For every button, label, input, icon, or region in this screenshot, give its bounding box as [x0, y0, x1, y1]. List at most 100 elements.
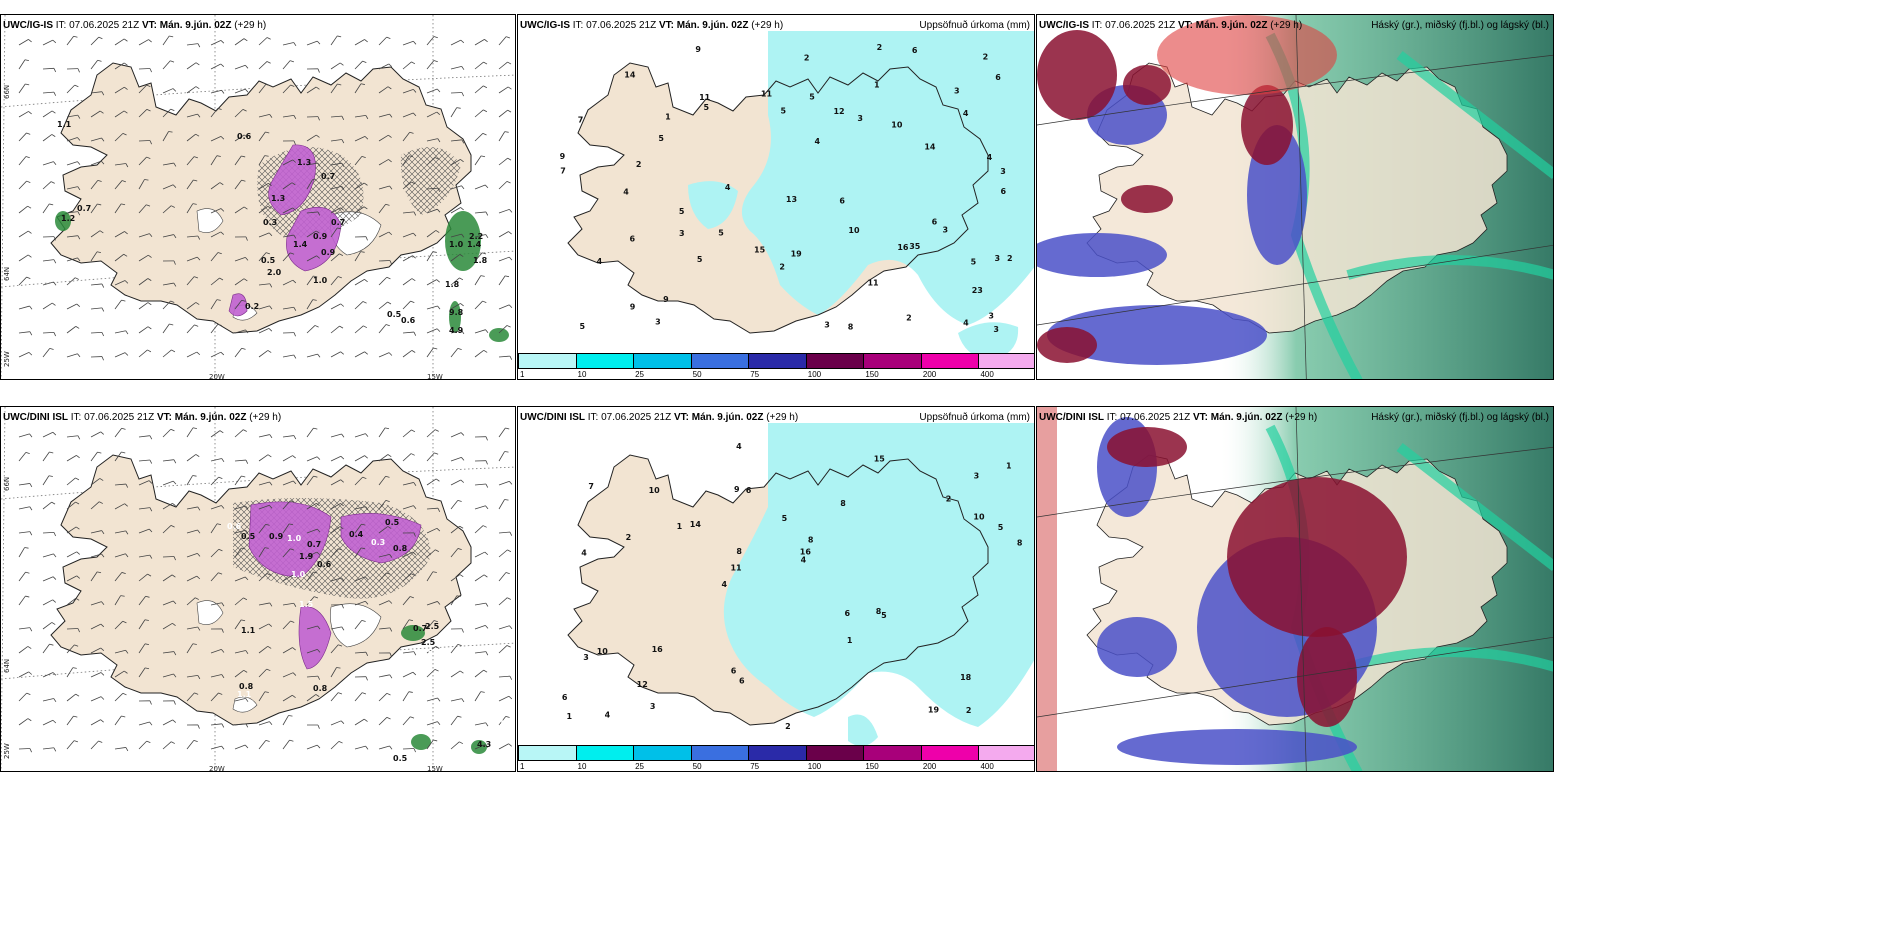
wind-barb	[186, 529, 198, 534]
precip-value: 2	[779, 262, 785, 271]
precip-value: 4	[814, 137, 820, 146]
wind-barb	[234, 723, 246, 726]
wind-barb	[186, 740, 195, 750]
wind-barb	[282, 84, 291, 94]
wind-barb	[330, 325, 340, 334]
wind-barb	[330, 526, 341, 534]
wind-barb	[306, 571, 314, 582]
wind-barb	[498, 597, 508, 606]
wind-barb	[306, 502, 317, 510]
wind-barb	[234, 300, 243, 310]
thunder-value: 2.5	[421, 638, 436, 647]
precip-colorbar: 1 10 25 50 75 100 150 200 400	[518, 745, 1034, 771]
wind-barb	[18, 111, 29, 118]
colorbar-segment	[633, 353, 692, 369]
wind-barb	[426, 452, 435, 462]
wind-barb	[66, 740, 75, 750]
wind-barb	[354, 455, 365, 462]
wind-barb	[18, 180, 27, 190]
wind-barb	[186, 203, 194, 214]
wind-barb	[474, 525, 484, 534]
precip-value: 2	[946, 494, 952, 503]
wind-barb	[210, 523, 218, 534]
wind-barb	[258, 623, 269, 630]
precip-area	[723, 423, 1034, 747]
wind-barb	[66, 575, 77, 582]
wind-barb	[114, 572, 123, 582]
wind-barb	[498, 743, 509, 750]
wind-barb	[426, 328, 438, 334]
precip-value: 4	[801, 556, 807, 565]
wind-barb	[90, 60, 98, 70]
wind-barb	[258, 206, 268, 214]
wind-barb	[330, 503, 341, 510]
init-time: 07.06.2025 21Z	[586, 20, 657, 31]
wind-barb	[402, 132, 411, 142]
model-name: UWC/DINI ISL	[1039, 412, 1104, 423]
wind-barb	[426, 187, 438, 190]
wind-barb	[330, 303, 341, 310]
precip-green	[401, 625, 487, 754]
glacier-langjokull	[196, 600, 224, 625]
wind-barb	[162, 282, 174, 286]
wind-barb	[162, 428, 172, 438]
precip-value: 10	[597, 647, 609, 656]
wind-barb	[426, 601, 438, 606]
panel-field-title: Háský (gr.), miðský (fj.bl.) og lágský (…	[1371, 412, 1549, 423]
wind-barb	[138, 204, 147, 214]
wind-barb	[474, 574, 485, 582]
colorbar-segment	[748, 353, 807, 369]
colorbar-segment	[575, 745, 635, 761]
wind-barb	[234, 179, 242, 190]
wind-barb	[282, 60, 291, 70]
lat-label-66n: 66N	[3, 85, 11, 99]
thunder-value: 4.3	[477, 740, 491, 749]
lat-label-66n: 66N	[3, 477, 11, 491]
thunder-value: 2.2	[469, 232, 483, 241]
wind-barb	[258, 37, 268, 46]
cloud-map	[1037, 407, 1553, 771]
thunder-value: 0.5	[387, 310, 402, 319]
panel-title: UWC/IG-IS IT: 07.06.2025 21Z VT: Mán. 9.…	[1039, 20, 1302, 31]
wind-barb	[162, 556, 175, 558]
lead-time: (+29 h)	[1285, 412, 1318, 423]
wind-barb	[330, 83, 338, 94]
lon-label-25w: 25W	[3, 743, 11, 759]
wind-barb	[426, 697, 438, 702]
wind-barb	[138, 68, 151, 70]
wind-barb	[90, 478, 101, 486]
colorbar-segment	[575, 353, 635, 369]
wind-barb	[402, 61, 412, 70]
wind-barb	[498, 231, 509, 238]
wind-barb	[138, 459, 150, 462]
wind-barb	[210, 136, 222, 142]
panel-title: UWC/IG-IS IT: 07.06.2025 21Z VT: Mán. 9.…	[3, 20, 266, 31]
panel-field-title: Uppsöfnuð úrkoma (mm)	[919, 20, 1030, 31]
wind-barb	[402, 482, 414, 486]
thunder-value: 1.1	[57, 120, 72, 129]
colorbar-tick: 100	[807, 762, 822, 771]
precip-value: 3	[650, 702, 656, 711]
precip-value: 2	[966, 706, 972, 715]
colorbar-tick: 10	[577, 370, 587, 379]
wind-barb	[114, 110, 125, 118]
wind-barb	[306, 475, 314, 486]
colorbar-tick: 75	[750, 762, 760, 771]
wind-barb	[66, 303, 77, 310]
wind-barb	[354, 301, 364, 310]
wind-barb	[234, 475, 242, 486]
wind-barb	[90, 283, 102, 286]
wind-barb	[450, 39, 462, 46]
wind-barb	[234, 505, 246, 510]
precip-value: 14	[690, 520, 702, 529]
wind-barb	[162, 574, 173, 582]
wind-barb	[210, 324, 219, 334]
wind-barb	[162, 651, 174, 654]
wind-barb	[378, 352, 390, 358]
wind-barb	[330, 644, 339, 654]
precip-value: 5	[782, 514, 788, 523]
wind-barb	[306, 134, 317, 142]
wind-barb	[402, 716, 411, 726]
precip-colorbar: 1 10 25 50 75 100 150 200 400	[518, 353, 1034, 379]
wind-barb	[66, 326, 77, 334]
